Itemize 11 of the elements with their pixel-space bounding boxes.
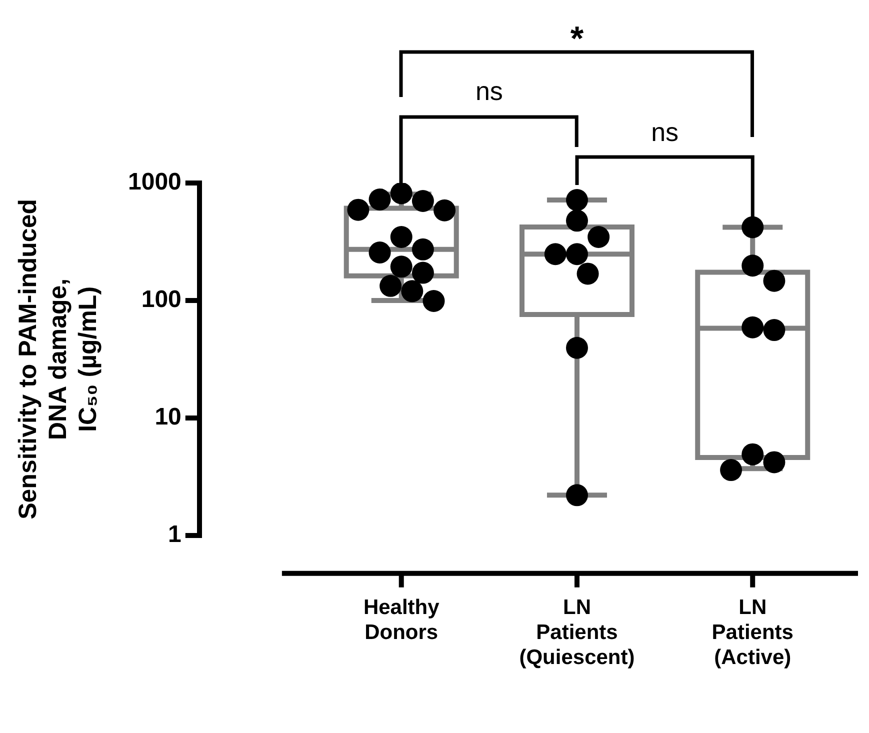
y-tick-label: 10 (154, 404, 182, 431)
x-tick-label: LN Patients (Active) (712, 596, 794, 670)
text: ns (651, 117, 679, 147)
x-tick-label: LN Patients (Quiescent) (519, 596, 635, 670)
text: ns (475, 76, 503, 106)
text: * (570, 20, 584, 58)
y-tick-label: 1 (168, 521, 182, 548)
y-tick-label: 1000 (128, 168, 182, 196)
y-tick-label: 100 (141, 286, 182, 314)
x-tick-label: Healthy Donors (363, 596, 440, 644)
y-axis-title: Sensitivity to PAM-induced DNA damage, IC₅₀ (µg/mL) (14, 198, 102, 520)
